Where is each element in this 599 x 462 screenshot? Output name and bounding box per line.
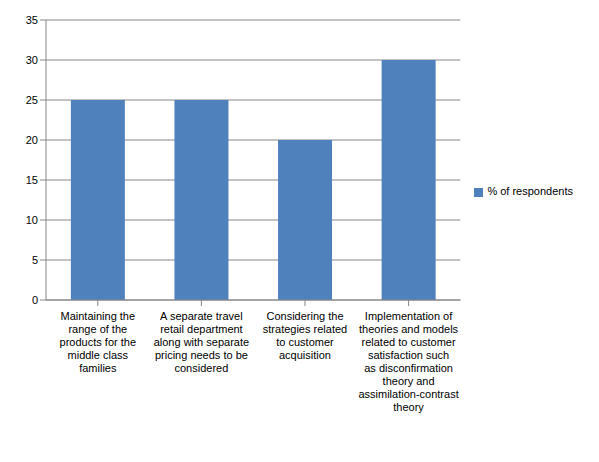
svg-text:10: 10 [26, 214, 38, 226]
svg-text:A separate travelretail depart: A separate travelretail departmentalong … [154, 310, 249, 374]
svg-text:Considering thestrategies rela: Considering thestrategies relatedto cust… [263, 310, 347, 361]
svg-text:35: 35 [26, 14, 38, 26]
svg-text:25: 25 [26, 94, 38, 106]
svg-text:Maintaining therange of thepro: Maintaining therange of theproducts for … [60, 310, 136, 374]
svg-text:0: 0 [32, 294, 38, 306]
svg-text:20: 20 [26, 134, 38, 146]
svg-text:5: 5 [32, 254, 38, 266]
svg-text:15: 15 [26, 174, 38, 186]
html-text:% of respondents: % of respondents [487, 185, 573, 197]
svg-text:30: 30 [26, 54, 38, 66]
svg-text:Implementation oftheories and: Implementation oftheories and modelsrela… [358, 310, 458, 413]
